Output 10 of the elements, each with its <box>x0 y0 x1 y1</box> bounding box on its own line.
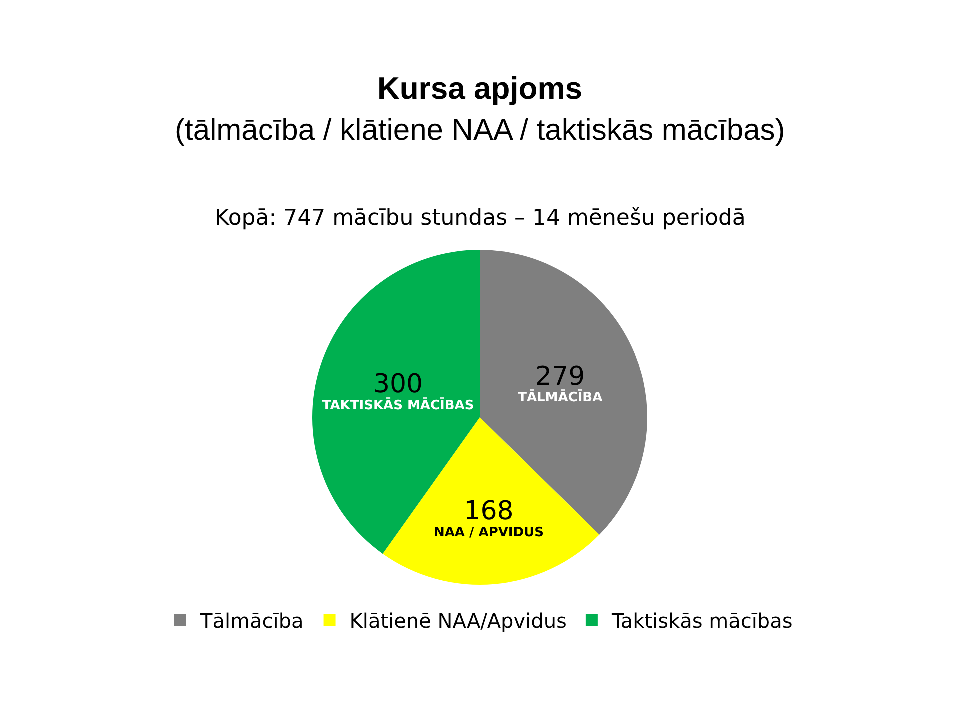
chart-subtitle: (tālmācība / klātiene NAA / taktiskās mācības) <box>175 114 786 147</box>
legend-label: Klātienē NAA/Apvidus <box>350 608 567 633</box>
text: Kopā: 747 mācību stundas – 14 mēnešu periodā <box>215 206 746 231</box>
legend-label: Taktiskās mācības <box>610 608 793 633</box>
data-label: 279 TĀLMĀCĪBA <box>518 362 603 406</box>
data-label: 168 NAA / APVIDUS <box>434 496 544 541</box>
data-label: 300 TAKTISKĀS MĀCĪBAS <box>322 369 474 414</box>
chart-title: Kursa apjoms <box>377 70 583 106</box>
legend-label: Tālmācība <box>200 608 304 633</box>
pie-slice <box>382 418 600 585</box>
